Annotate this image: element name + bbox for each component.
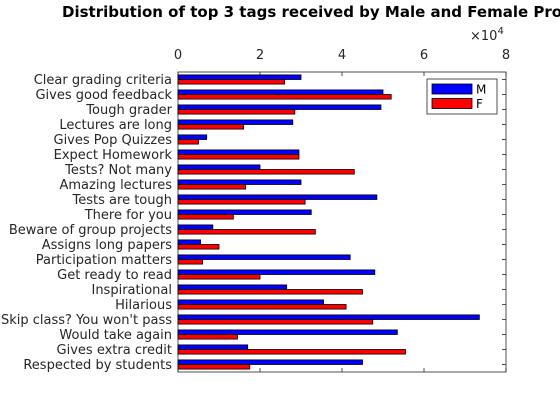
bar-f-9 xyxy=(177,214,234,220)
x-multiplier-base: ×10 xyxy=(470,29,497,44)
bar-f-15 xyxy=(177,304,347,310)
bar-m-0 xyxy=(177,74,302,80)
category-label: Inspirational xyxy=(91,283,172,298)
category-label: Expect Homework xyxy=(54,148,173,163)
bar-f-12 xyxy=(177,259,204,265)
bar-m-10 xyxy=(177,224,214,230)
bar-m-19 xyxy=(177,359,363,365)
bar-f-13 xyxy=(177,274,261,280)
bar-f-14 xyxy=(177,289,363,295)
category-label: Amazing lectures xyxy=(59,178,172,193)
x-tick-label: 6 xyxy=(420,48,428,63)
category-label: Hilarious xyxy=(115,298,172,313)
category-label: Tests? Not many xyxy=(64,163,172,178)
bar-f-2 xyxy=(177,109,296,115)
category-label: Gives extra credit xyxy=(57,343,172,358)
category-label: Clear grading criteria xyxy=(34,73,172,88)
x-multiplier-label: ×104 xyxy=(470,26,504,44)
x-tick-label: 2 xyxy=(256,48,264,63)
bar-f-0 xyxy=(177,79,285,85)
category-label: Tests are tough xyxy=(72,193,172,208)
bar-f-1 xyxy=(177,94,392,100)
bar-m-2 xyxy=(177,104,382,110)
category-label: Tough grader xyxy=(85,103,172,118)
x-multiplier-exponent: 4 xyxy=(497,26,503,37)
legend-label-m: M xyxy=(476,83,486,97)
bar-m-15 xyxy=(177,299,324,305)
bar-m-8 xyxy=(177,194,378,200)
bar-f-4 xyxy=(177,139,199,145)
category-label: Get ready to read xyxy=(57,268,172,283)
bar-m-16 xyxy=(177,314,480,320)
category-label: Assigns long papers xyxy=(42,238,172,253)
bar-m-6 xyxy=(177,164,261,170)
axes-box xyxy=(177,71,507,373)
bar-f-16 xyxy=(177,319,374,325)
bar-f-19 xyxy=(177,364,251,370)
category-label: Beware of group projects xyxy=(9,223,172,238)
bar-f-10 xyxy=(177,229,316,235)
bar-m-13 xyxy=(177,269,376,275)
bar-m-5 xyxy=(177,149,300,155)
bar-f-6 xyxy=(177,169,355,175)
category-label: Gives good feedback xyxy=(35,88,172,103)
bar-m-14 xyxy=(177,284,288,290)
bar-m-1 xyxy=(177,89,384,95)
bar-f-3 xyxy=(177,124,244,130)
x-tick-label: 4 xyxy=(338,48,346,63)
bar-f-5 xyxy=(177,154,300,160)
bar-f-7 xyxy=(177,184,247,190)
legend-swatch-f xyxy=(431,98,473,109)
bar-f-11 xyxy=(177,244,220,250)
legend-swatch-m xyxy=(431,83,473,95)
category-label: Gives Pop Quizzes xyxy=(54,133,173,148)
legend: MF xyxy=(426,78,498,115)
bar-f-18 xyxy=(177,349,406,355)
category-label: Participation matters xyxy=(36,253,172,268)
x-tick-label: 8 xyxy=(502,48,510,63)
category-label: Would take again xyxy=(59,328,172,343)
legend-label-f: F xyxy=(476,97,483,111)
chart-title: Distribution of top 3 tags received by M… xyxy=(62,3,560,21)
bar-f-17 xyxy=(177,334,238,340)
category-label: Respected by students xyxy=(23,358,172,373)
x-tick-label: 0 xyxy=(174,48,182,63)
bar-m-17 xyxy=(177,329,398,335)
bar-m-12 xyxy=(177,254,351,260)
bar-m-18 xyxy=(177,344,249,350)
bar-f-8 xyxy=(177,199,306,205)
category-label: Skip class? You won't pass xyxy=(1,313,172,328)
bar-m-4 xyxy=(177,134,208,140)
bar-m-3 xyxy=(177,119,294,125)
bar-m-9 xyxy=(177,209,312,215)
bar-m-11 xyxy=(177,239,201,245)
category-label: There for you xyxy=(84,208,172,223)
category-label: Lectures are long xyxy=(59,118,172,133)
bar-m-7 xyxy=(177,179,302,185)
